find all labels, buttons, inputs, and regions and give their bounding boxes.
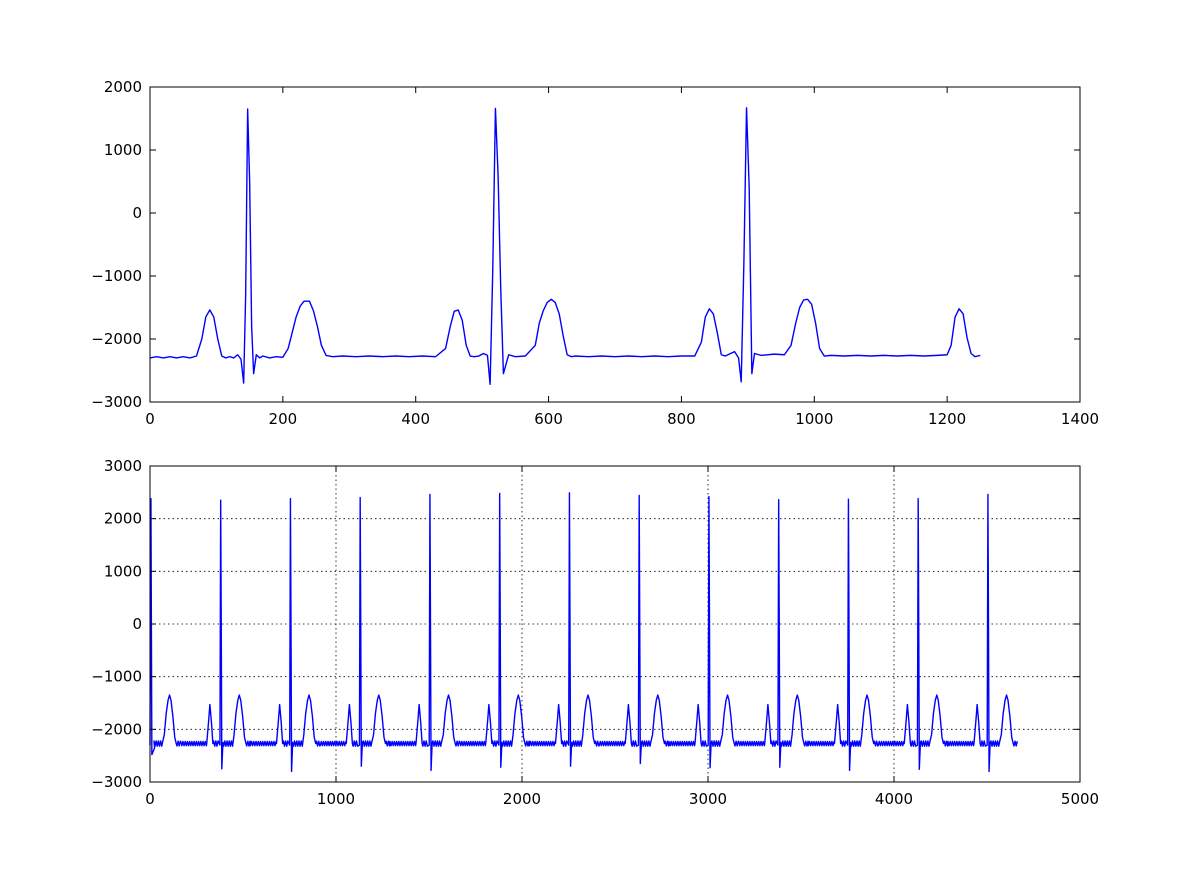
x-tick-label: 800	[667, 410, 696, 428]
x-tick-label: 400	[401, 410, 430, 428]
y-tick-label: 1000	[104, 141, 142, 159]
x-tick-label: 0	[145, 410, 155, 428]
y-tick-label: −1000	[91, 267, 142, 285]
x-tick-label: 1000	[317, 790, 355, 808]
y-tick-label: 3000	[104, 457, 142, 475]
x-tick-label: 5000	[1061, 790, 1099, 808]
y-tick-label: 0	[132, 615, 142, 633]
x-tick-label: 3000	[689, 790, 727, 808]
plot-frame	[149, 86, 1081, 403]
y-tick-label: −1000	[91, 668, 142, 686]
bottom-chart-panel: 0 1000 2000 3000 4000 5000 −3000 −2000 −1000 0 100…	[91, 457, 1099, 808]
x-tick-label: 0	[145, 790, 155, 808]
x-tick-label: 4000	[875, 790, 913, 808]
y-tick-label: 2000	[104, 510, 142, 528]
y-tick-label: 0	[132, 204, 142, 222]
x-tick-label: 600	[534, 410, 563, 428]
x-tick-label: 200	[269, 410, 298, 428]
x-tick-label: 1200	[928, 410, 966, 428]
y-tick-label: −3000	[91, 393, 142, 411]
y-tick-label: 1000	[104, 562, 142, 580]
x-tick-label: 1000	[795, 410, 833, 428]
x-tick-label: 2000	[503, 790, 541, 808]
y-tick-label: −3000	[91, 773, 142, 791]
y-tick-label: 2000	[104, 78, 142, 96]
top-chart-panel: 0 200 400 600 800 1000 1200 1400 −3000 −2000 −1000…	[91, 78, 1099, 428]
series-line	[149, 492, 1019, 773]
y-tick-label: −2000	[91, 720, 142, 738]
x-tick-label: 1400	[1061, 410, 1099, 428]
y-tick-label: −2000	[91, 330, 142, 348]
series-line	[149, 107, 981, 386]
